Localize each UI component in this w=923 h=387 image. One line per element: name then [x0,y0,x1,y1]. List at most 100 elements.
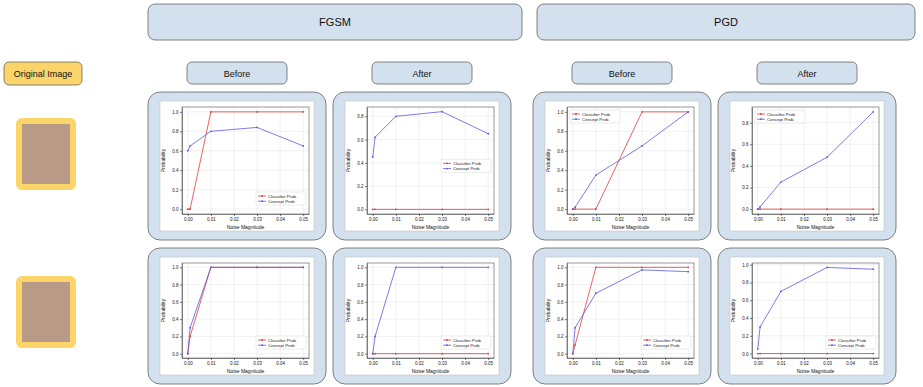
tick: 1.0 [742,263,752,268]
tick: 0.8 [742,280,752,285]
column-header: Before [224,69,251,79]
tick-label: 0.02 [615,217,624,222]
series-marker [210,111,212,113]
column-header: After [797,69,816,79]
tick: 0.2 [742,185,752,190]
tick: 0.04 [461,214,470,222]
tick-mark [442,358,443,360]
series-line [373,112,488,157]
plot: 0.000.010.020.030.040.050.00.20.40.60.8C… [742,107,879,222]
series-marker [189,145,191,147]
tick-label: 0.03 [438,361,447,366]
series-marker [302,266,304,268]
tick-mark [188,358,189,360]
series-marker [687,111,689,113]
series-line [573,112,688,209]
tick: 0.0 [357,207,367,212]
series-marker [759,208,761,210]
tick-mark [442,214,443,216]
tick-mark [750,144,752,145]
legend-swatch [258,345,266,346]
series-marker [687,266,689,268]
tick-label: 1.0 [172,110,179,115]
x-axis-title: Noise Magnitude [412,368,450,374]
series-line [373,267,488,353]
tick-label: 1.0 [557,265,564,270]
tick-label: 0.8 [172,129,179,134]
tick-label: 0.01 [392,217,401,222]
series-marker [872,353,874,355]
grid-line [803,263,804,358]
grid-line [182,131,309,132]
tick: 0.6 [557,149,567,154]
tick-label: 0.2 [357,334,364,339]
legend: Classifier Prob.Concept Prob. [570,110,620,123]
tick-mark [688,214,689,216]
series-marker [780,291,782,293]
tick-label: 0.0 [357,207,364,212]
method-header-box [148,4,522,40]
tick-label: 0.00 [754,217,763,222]
method-header-box [537,4,915,40]
tick: 0.0 [357,352,367,357]
grid-line [187,107,188,214]
x-axis: 0.000.010.020.030.040.05 [753,214,880,222]
series-marker [256,127,258,129]
tick: 0.03 [823,358,832,366]
tick-label: 0.2 [172,188,179,193]
chart: 0.000.010.020.030.040.050.00.20.40.60.81… [545,263,695,374]
tick-label: 0.05 [684,217,693,222]
tick-label: 0.4 [742,164,749,169]
tick-label: 0.01 [777,217,786,222]
series-marker [372,156,374,158]
x-axis: 0.000.010.020.030.040.05 [183,358,310,366]
tick-label: 0.2 [557,334,564,339]
legend-swatch [443,168,451,169]
tick: 0.2 [557,334,567,339]
series-line [373,209,488,210]
legend-box [256,192,306,205]
tick-mark [180,354,182,355]
chart-background [545,257,699,375]
tick-mark [750,318,752,319]
tick-label: 0.00 [569,361,578,366]
legend-swatch-marker [261,344,263,346]
grid-line [367,116,494,117]
legend-label: Concept Prob. [268,199,295,204]
tick: 0.0 [742,352,752,357]
tick-mark [565,209,567,210]
tick-mark [873,214,874,216]
panel-box [148,92,326,240]
tick-mark [827,214,828,216]
grid-line [873,107,874,214]
tick-mark [642,358,643,360]
legend-swatch-marker [575,113,577,115]
row-header-box [4,62,82,85]
grid-line [210,107,211,214]
column-header: Before [609,69,636,79]
series-marker [487,266,489,268]
grid-line [595,263,596,358]
tick-label: 0.03 [253,217,262,222]
grid-line [752,353,879,354]
tick-mark [850,358,851,360]
tick-label: 0.4 [172,168,179,173]
series-marker [189,327,191,329]
legend-swatch-marker [831,339,833,341]
series-marker [395,115,397,117]
tick: 0.02 [230,358,239,366]
tick: 0.00 [184,358,193,366]
series-marker [872,111,874,113]
tick-mark [750,209,752,210]
tick: 0.03 [438,214,447,222]
plot: 0.000.010.020.030.040.050.00.20.40.60.81… [557,263,694,366]
series-marker [574,208,576,210]
tick-mark [665,358,666,360]
legend-swatch-marker [646,339,648,341]
tick-mark [781,214,782,216]
method-header: FGSM [319,16,351,28]
tick-label: 0.6 [172,300,179,305]
tick-label: 0.05 [484,217,493,222]
series-line [573,267,688,353]
y-axis-title: Probability [545,148,551,172]
